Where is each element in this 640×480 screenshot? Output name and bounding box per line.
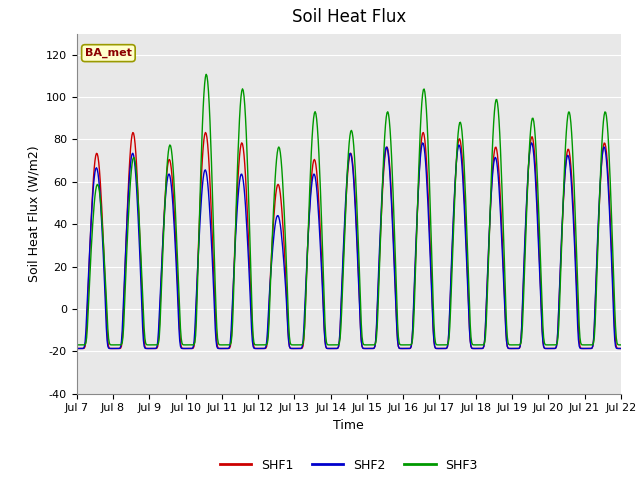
Title: Soil Heat Flux: Soil Heat Flux <box>292 9 406 26</box>
SHF1 <box>73 346 81 351</box>
SHF2 <box>83 313 90 319</box>
SHF2 <box>223 346 230 351</box>
X-axis label: Time: Time <box>333 419 364 432</box>
SHF2 <box>194 261 202 266</box>
Legend: SHF1, SHF2, SHF3: SHF1, SHF2, SHF3 <box>214 454 483 477</box>
Line: SHF2: SHF2 <box>77 143 621 348</box>
SHF1 <box>83 325 90 331</box>
SHF2 <box>617 346 625 351</box>
SHF3 <box>139 292 147 298</box>
Y-axis label: Soil Heat Flux (W/m2): Soil Heat Flux (W/m2) <box>28 145 40 282</box>
Line: SHF1: SHF1 <box>77 132 621 348</box>
SHF3 <box>416 145 424 151</box>
Text: BA_met: BA_met <box>85 48 132 58</box>
SHF3 <box>431 340 439 346</box>
SHF2 <box>139 324 147 330</box>
SHF2 <box>73 346 81 351</box>
SHF2 <box>528 140 536 146</box>
SHF1 <box>194 259 202 265</box>
SHF2 <box>431 344 438 349</box>
SHF3 <box>83 335 90 341</box>
SHF3 <box>73 342 81 348</box>
SHF3 <box>617 342 625 348</box>
SHF1 <box>416 163 424 169</box>
SHF2 <box>415 179 422 184</box>
SHF1 <box>431 345 439 351</box>
SHF1 <box>617 346 625 351</box>
SHF3 <box>202 72 210 77</box>
SHF3 <box>194 269 202 275</box>
Line: SHF3: SHF3 <box>77 74 621 345</box>
SHF1 <box>223 346 231 351</box>
SHF3 <box>223 342 231 348</box>
SHF1 <box>139 309 147 315</box>
SHF1 <box>202 130 209 135</box>
